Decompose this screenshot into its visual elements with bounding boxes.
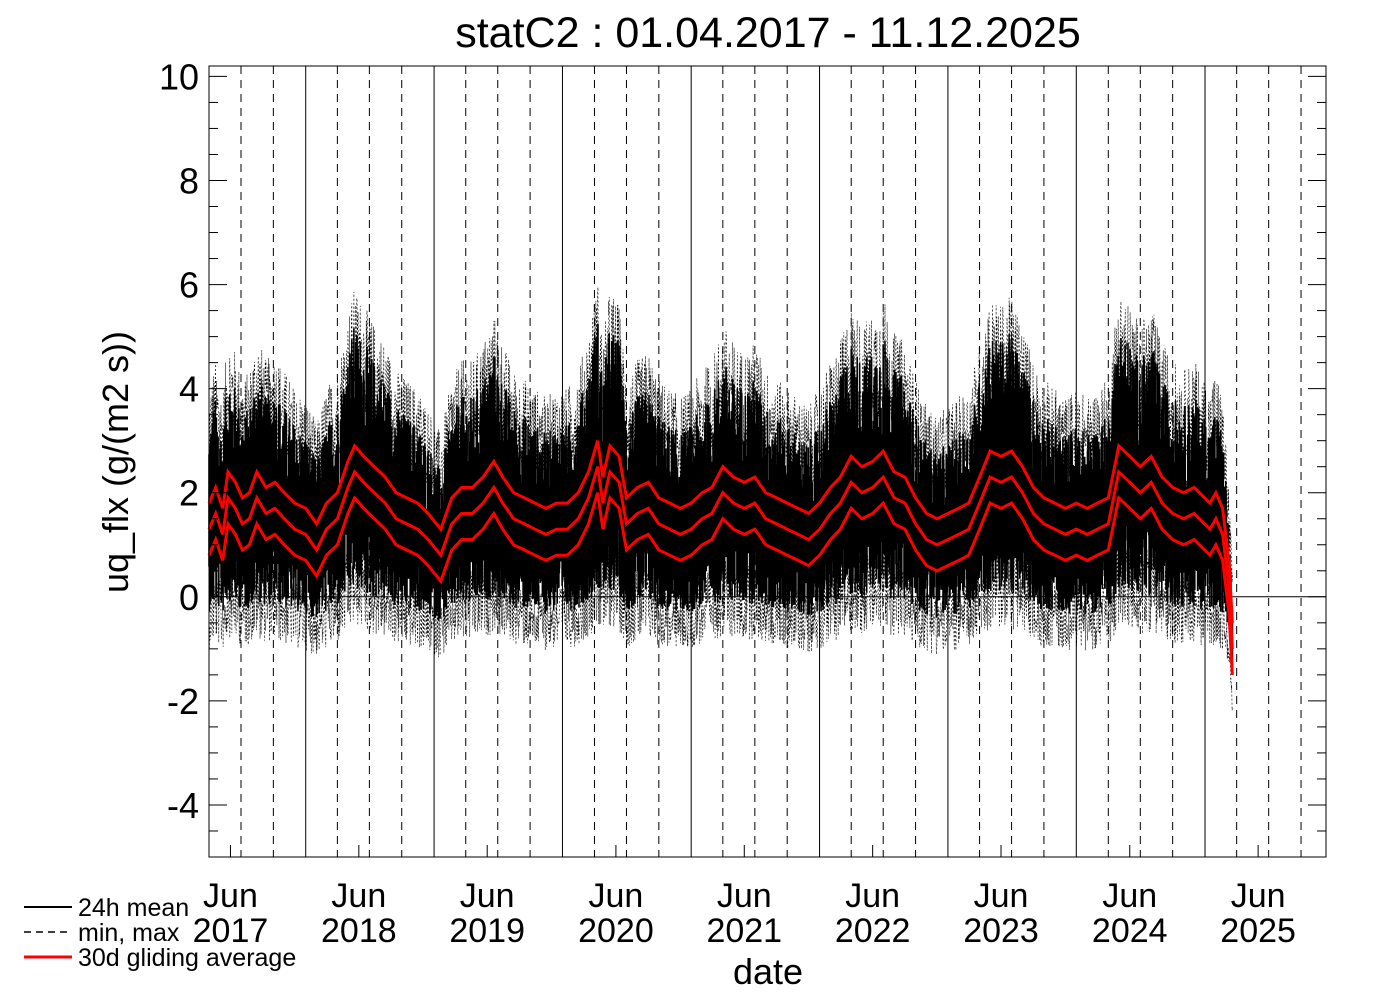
x-tick-year-label: 2021 xyxy=(706,912,782,950)
gliding-average-lower-line xyxy=(207,492,1234,675)
y-tick-label: -4 xyxy=(167,785,199,826)
x-tick-month-label: Jun xyxy=(331,877,386,915)
chart-title: statC2 : 01.04.2017 - 11.12.2025 xyxy=(455,9,1081,57)
x-tick-month-label: Jun xyxy=(717,877,772,915)
x-tick-month-label: Jun xyxy=(974,877,1029,915)
legend-label-30d-gliding-average: 30d gliding average xyxy=(78,944,296,972)
y-tick-label: 4 xyxy=(179,369,199,410)
x-tick-month-label: Jun xyxy=(845,877,900,915)
x-tick-month-label: Jun xyxy=(203,877,258,915)
chart-legend: 24h mean min, max 30d gliding average xyxy=(24,894,296,972)
y-axis-label: uq_flx (g/(m2 s)) xyxy=(95,331,136,593)
x-tick-year-label: 2019 xyxy=(449,912,525,950)
x-tick-year-label: 2024 xyxy=(1092,912,1168,950)
x-tick-month-label: Jun xyxy=(1231,877,1286,915)
y-tick-label: 10 xyxy=(159,56,199,97)
gliding-average-upper-line xyxy=(207,440,1234,623)
x-tick-month-label: Jun xyxy=(460,877,515,915)
y-tick-label: -2 xyxy=(167,681,199,722)
x-tick-month-label: Jun xyxy=(1102,877,1157,915)
x-tick-year-label: 2018 xyxy=(321,912,397,950)
y-tick-label: 2 xyxy=(179,473,199,514)
y-tick-label: 0 xyxy=(179,577,199,618)
x-axis-ticks: Jun2017Jun2018Jun2019Jun2020Jun2021Jun20… xyxy=(193,845,1296,950)
y-tick-label: 8 xyxy=(179,160,199,201)
plot-border xyxy=(208,65,1327,858)
legend-label-24h-mean: 24h mean xyxy=(78,894,189,922)
gliding-average-series xyxy=(207,440,1234,675)
x-tick-year-label: 2020 xyxy=(578,912,654,950)
plot-frame xyxy=(208,65,1327,858)
x-axis-label: date xyxy=(733,951,803,992)
x-tick-year-label: 2022 xyxy=(835,912,911,950)
x-tick-year-label: 2025 xyxy=(1220,912,1296,950)
y-tick-label: 6 xyxy=(179,265,199,306)
x-tick-year-label: 2023 xyxy=(963,912,1039,950)
max-line xyxy=(208,287,1233,583)
legend-label-min-max: min, max xyxy=(78,919,180,947)
x-tick-month-label: Jun xyxy=(589,877,644,915)
gliding-average-line xyxy=(207,466,1234,649)
y-axis-ticks: -4 -2 0 2 4 6 8 10 xyxy=(159,56,1326,858)
x-tick-year-label: 2017 xyxy=(193,912,269,950)
